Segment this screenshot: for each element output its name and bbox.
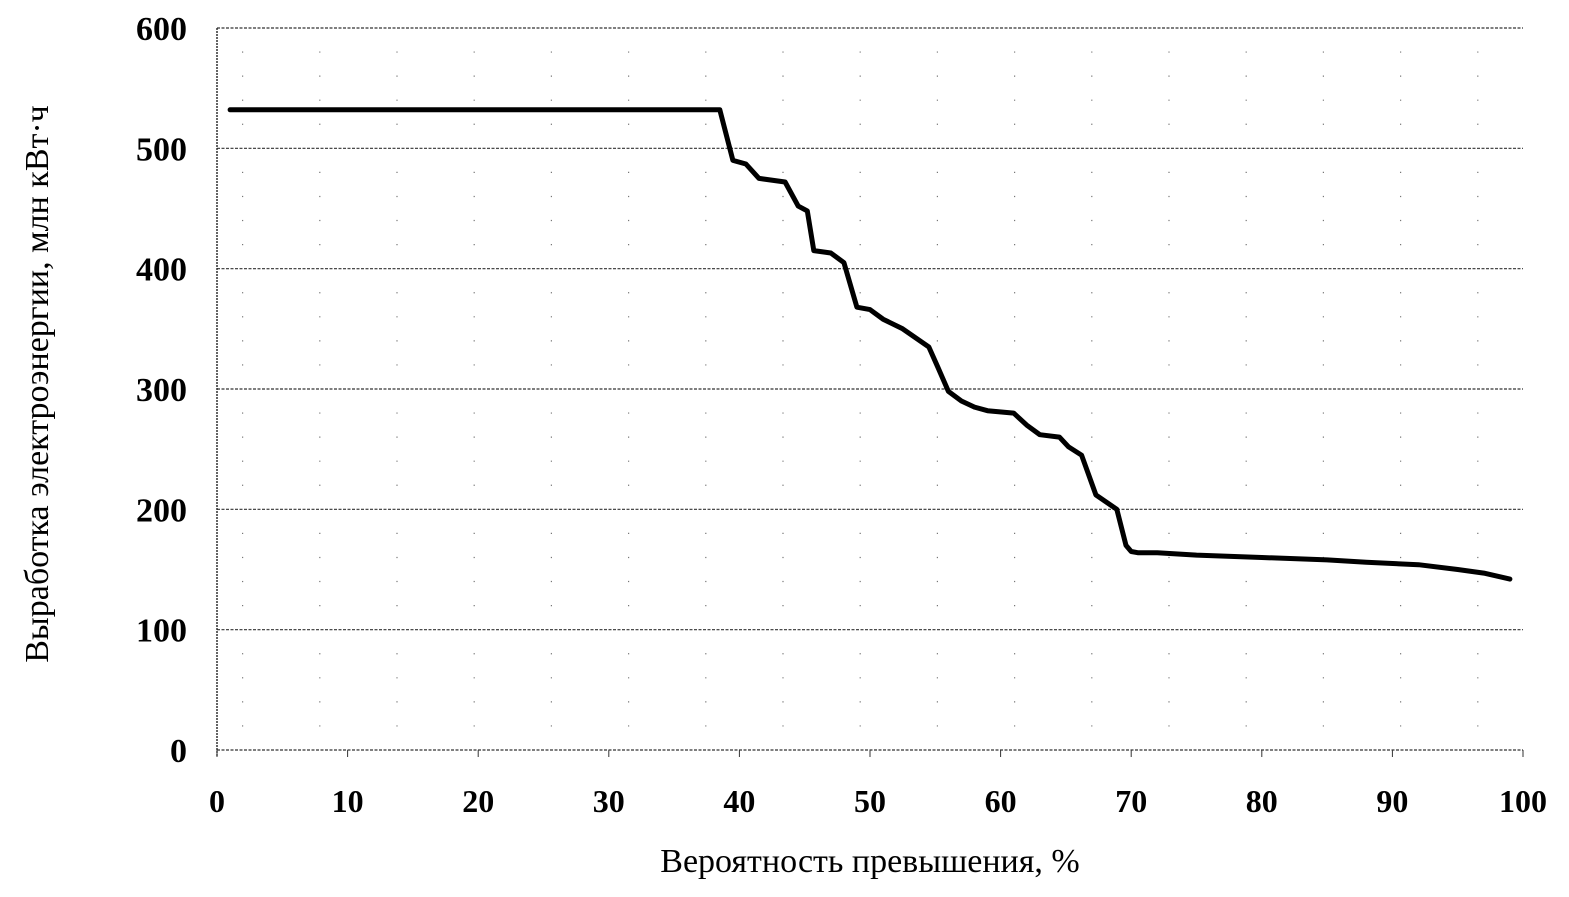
x-axis-title: Вероятность превышения, % — [660, 843, 1079, 880]
x-tick-label: 20 — [462, 783, 494, 819]
y-tick-label: 0 — [170, 733, 187, 770]
y-tick-label: 300 — [136, 372, 187, 409]
gridlines — [217, 27, 1523, 751]
x-tick-label: 100 — [1499, 783, 1547, 819]
x-tick-label: 0 — [209, 783, 225, 819]
x-tick-label: 40 — [723, 783, 755, 819]
x-axis-tick-labels: 0 10 20 30 40 50 60 70 80 90 100 — [209, 783, 1547, 819]
x-tick-label: 70 — [1115, 783, 1147, 819]
x-tick-label: 50 — [854, 783, 886, 819]
x-tick-label: 60 — [985, 783, 1017, 819]
y-tick-label: 200 — [136, 492, 187, 529]
x-tick-label: 10 — [332, 783, 364, 819]
axes — [216, 28, 1524, 757]
x-tick-label: 80 — [1246, 783, 1278, 819]
series-line — [227, 107, 1513, 582]
data-series — [227, 107, 1513, 582]
y-tick-label: 600 — [136, 11, 187, 48]
y-tick-label: 100 — [136, 613, 187, 650]
y-axis-tick-labels: 0 100 200 300 400 500 600 — [136, 11, 187, 770]
y-tick-label: 500 — [136, 131, 187, 168]
y-tick-label: 400 — [136, 252, 187, 289]
x-tick-label: 90 — [1376, 783, 1408, 819]
x-tick-label: 30 — [593, 783, 625, 819]
y-axis-title: Выработка электроэнергии, млн кВт·ч — [19, 105, 56, 663]
